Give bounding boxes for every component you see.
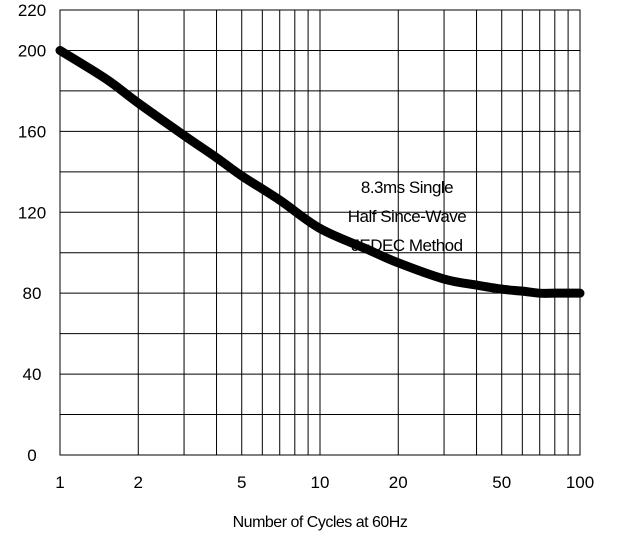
y-tick-label: 220 bbox=[18, 1, 46, 20]
x-tick-label: 10 bbox=[311, 473, 330, 492]
x-tick-label: 1 bbox=[55, 473, 64, 492]
annotation: 8.3ms Single Half Since-Wave JEDEC Method bbox=[348, 178, 467, 255]
y-tick-label: 80 bbox=[23, 284, 42, 303]
x-tick-label: 100 bbox=[566, 473, 594, 492]
x-tick-label: 50 bbox=[492, 473, 511, 492]
x-axis-label: Number of Cycles at 60Hz bbox=[233, 514, 408, 531]
annotation-line: Half Since-Wave bbox=[348, 207, 467, 226]
y-tick-label: 40 bbox=[23, 365, 42, 384]
y-tick-label: 0 bbox=[27, 446, 36, 465]
data-line-series-1 bbox=[55, 45, 585, 298]
x-tick-label: 5 bbox=[237, 473, 246, 492]
x-tick-label: 2 bbox=[134, 473, 143, 492]
annotation-line: JEDEC Method bbox=[351, 236, 462, 255]
grid bbox=[59, 9, 581, 456]
plot-frame bbox=[59, 9, 581, 456]
y-tick-label: 160 bbox=[18, 122, 46, 141]
x-tick-label: 20 bbox=[389, 473, 408, 492]
y-tick-label: 120 bbox=[18, 203, 46, 222]
y-tick-label: 200 bbox=[18, 41, 46, 60]
y-axis-tick-labels: 0 40 80 120 160 200 220 bbox=[18, 1, 46, 465]
annotation-line: 8.3ms Single bbox=[361, 178, 453, 197]
x-axis-tick-labels: 1 2 5 10 20 50 100 bbox=[55, 473, 594, 492]
